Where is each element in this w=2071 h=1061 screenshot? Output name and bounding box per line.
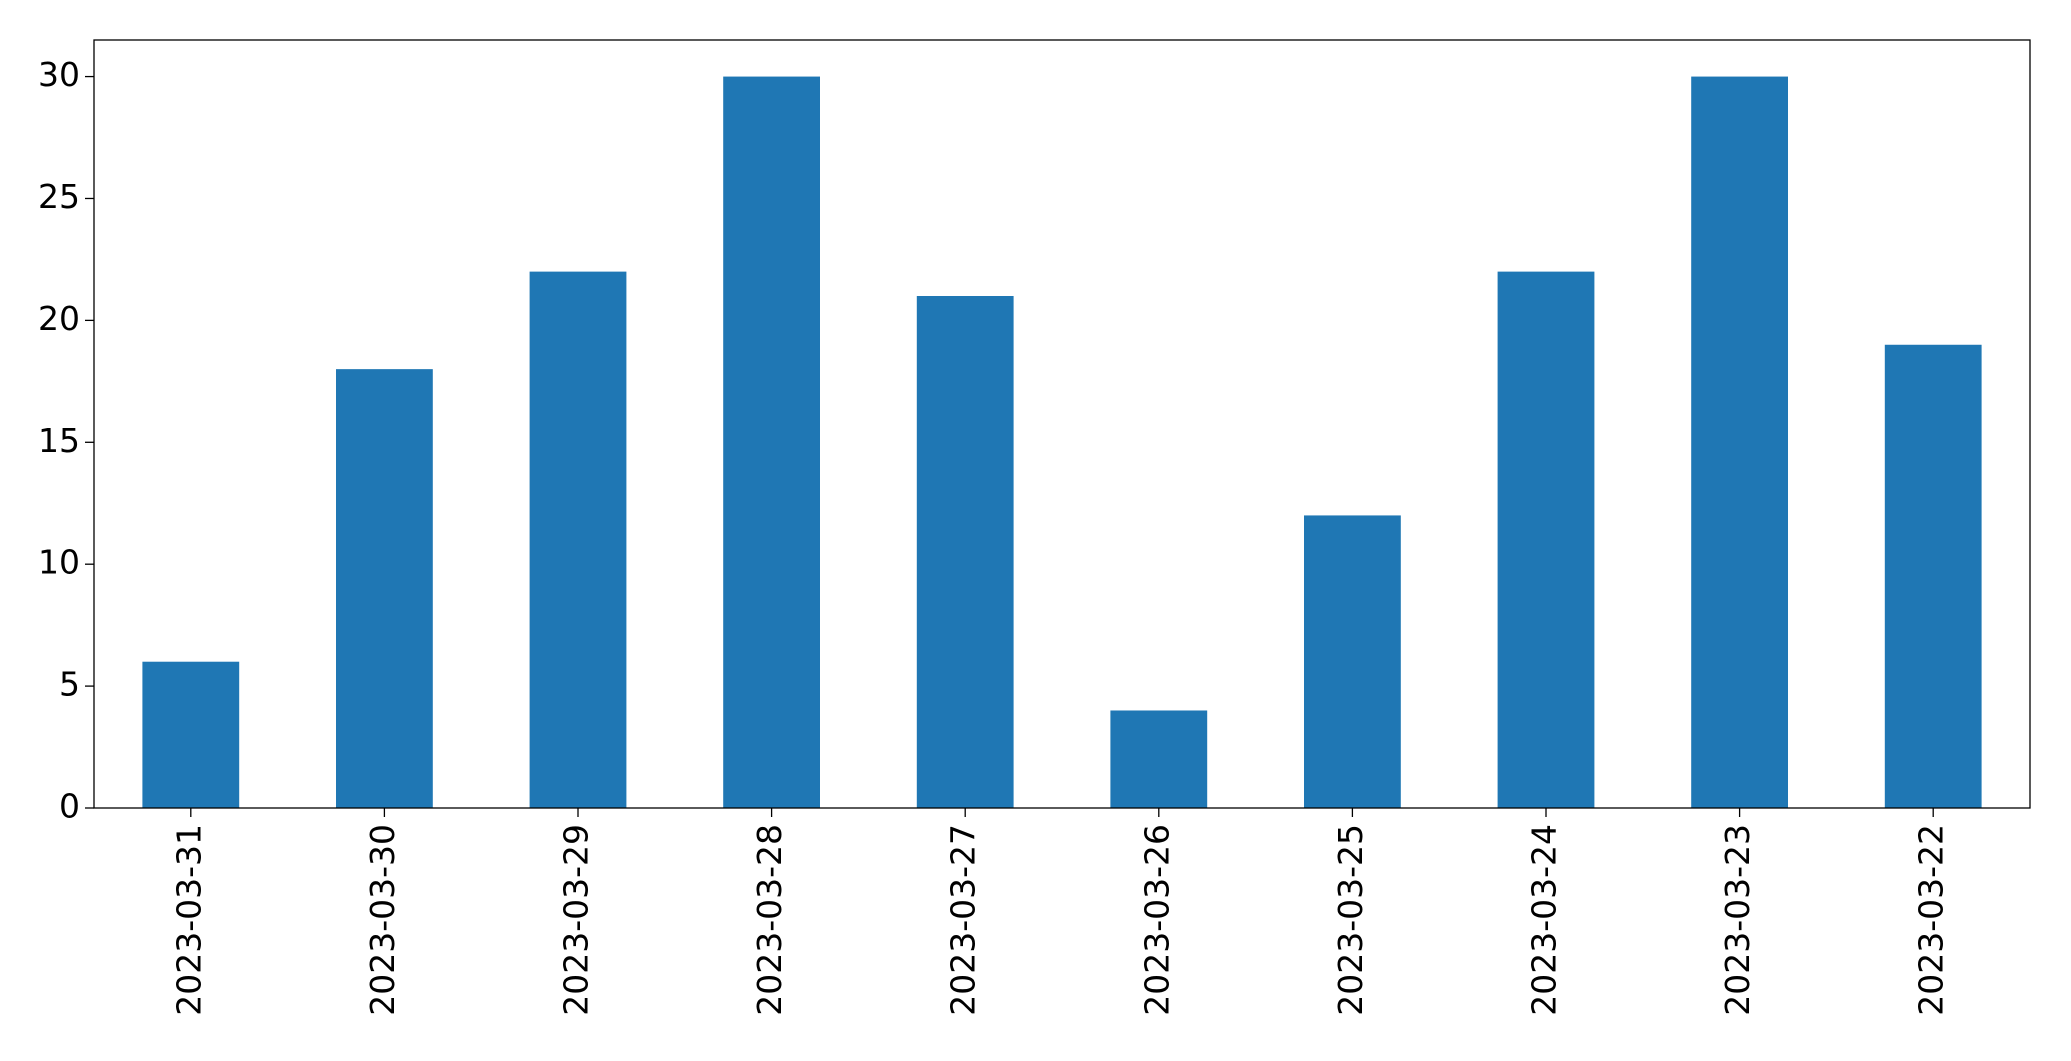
bar [1497, 271, 1595, 809]
y-tick-label: 30 [38, 55, 80, 94]
x-tick-label: 2023-03-30 [363, 824, 402, 1016]
bar [336, 369, 433, 808]
x-tick-label: 2023-03-22 [1912, 824, 1951, 1016]
bar [723, 76, 820, 809]
x-tick-label: 2023-03-31 [169, 824, 208, 1016]
x-tick-label: 2023-03-26 [1137, 824, 1176, 1016]
bar [1884, 344, 1982, 808]
x-tick-label: 2023-03-25 [1331, 824, 1370, 1016]
y-tick-label: 10 [38, 543, 80, 582]
x-tick-label: 2023-03-28 [750, 824, 789, 1016]
bar [916, 296, 1014, 808]
plot-frame [93, 39, 2031, 809]
x-tick-label: 2023-03-27 [944, 824, 983, 1016]
y-tick-label: 25 [38, 177, 80, 216]
x-tick-label: 2023-03-23 [1718, 824, 1757, 1016]
bar [1691, 76, 1788, 809]
x-tick-label: 2023-03-29 [557, 824, 596, 1016]
y-tick-label: 20 [38, 299, 80, 338]
bar [142, 661, 240, 808]
y-tick-label: 15 [38, 421, 80, 460]
bar [1304, 515, 1401, 808]
y-tick-label: 0 [59, 787, 80, 826]
bar [1110, 710, 1208, 808]
y-tick-label: 5 [59, 665, 80, 704]
bar [529, 271, 627, 809]
x-tick-label: 2023-03-24 [1525, 824, 1564, 1016]
